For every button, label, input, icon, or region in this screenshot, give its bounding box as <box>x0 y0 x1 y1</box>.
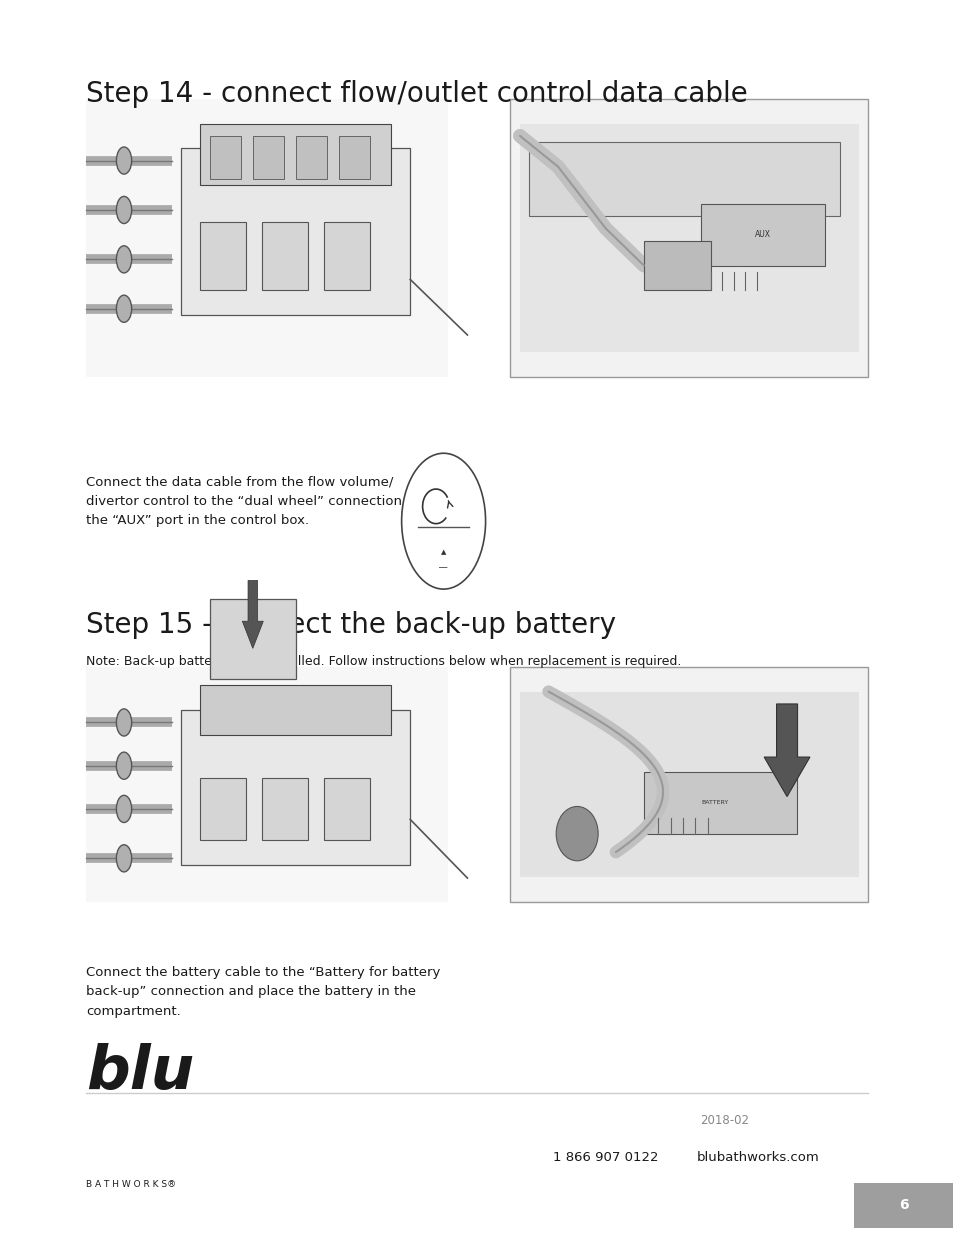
Bar <box>324 222 370 290</box>
Text: Connect the battery cable to the “Battery for battery
back-up” connection and pl: Connect the battery cable to the “Batter… <box>86 966 439 1018</box>
Ellipse shape <box>116 295 132 322</box>
Text: AUX: AUX <box>755 230 770 240</box>
Text: Note: Back-up battery is pre-installed. Follow instructions below when replaceme: Note: Back-up battery is pre-installed. … <box>86 655 680 668</box>
Text: blu: blu <box>86 1042 193 1102</box>
Ellipse shape <box>116 709 132 736</box>
Circle shape <box>556 806 598 861</box>
Bar <box>519 692 858 877</box>
Bar <box>200 778 246 840</box>
FancyArrow shape <box>763 704 809 797</box>
Bar <box>200 222 246 290</box>
Bar <box>86 667 448 902</box>
Bar <box>510 99 867 377</box>
Bar <box>510 667 867 902</box>
Text: BATTERY: BATTERY <box>701 800 728 805</box>
Bar <box>253 136 284 179</box>
Ellipse shape <box>401 453 485 589</box>
Ellipse shape <box>116 196 132 224</box>
Text: Step 15 - connect the back-up battery: Step 15 - connect the back-up battery <box>86 611 616 640</box>
Bar <box>200 124 391 185</box>
Text: ―: ― <box>439 563 447 573</box>
Bar <box>86 99 448 377</box>
FancyArrow shape <box>242 580 263 648</box>
Bar <box>529 142 839 216</box>
Bar <box>200 685 391 735</box>
Text: blubathworks.com: blubathworks.com <box>697 1151 819 1165</box>
Bar <box>295 136 327 179</box>
Ellipse shape <box>116 795 132 823</box>
Bar <box>643 241 710 290</box>
Bar <box>338 136 370 179</box>
Bar <box>700 204 824 266</box>
Ellipse shape <box>116 845 132 872</box>
Bar <box>853 1183 953 1228</box>
Bar <box>643 772 796 834</box>
Bar <box>262 222 308 290</box>
Bar <box>181 710 410 864</box>
Text: 2018-02: 2018-02 <box>700 1114 749 1128</box>
Bar <box>519 124 858 352</box>
Text: 1 866 907 0122: 1 866 907 0122 <box>553 1151 658 1165</box>
Bar <box>181 148 410 315</box>
Text: 6: 6 <box>899 1198 908 1213</box>
Text: Connect the data cable from the flow volume/
divertor control to the “dual wheel: Connect the data cable from the flow vol… <box>86 475 418 527</box>
Ellipse shape <box>116 752 132 779</box>
Bar <box>210 136 241 179</box>
Bar <box>210 599 295 679</box>
Bar <box>262 778 308 840</box>
Bar <box>324 778 370 840</box>
Ellipse shape <box>116 246 132 273</box>
Ellipse shape <box>116 147 132 174</box>
Text: ▲: ▲ <box>440 550 446 555</box>
Text: Step 14 - connect flow/outlet control data cable: Step 14 - connect flow/outlet control da… <box>86 80 747 109</box>
Text: B A T H W O R K S®: B A T H W O R K S® <box>86 1181 175 1189</box>
